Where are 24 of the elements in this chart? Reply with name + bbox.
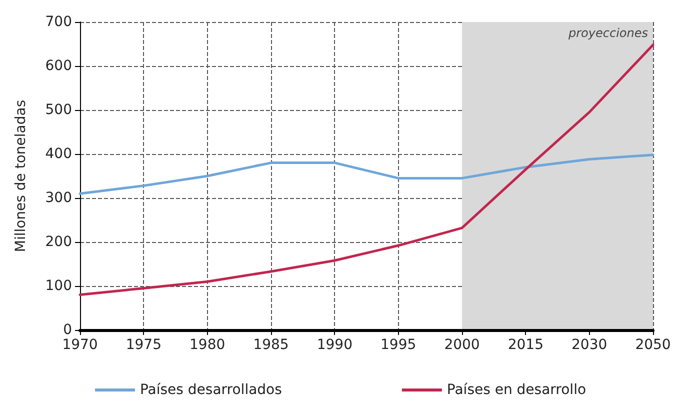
y-tick-label: 200 <box>45 234 72 250</box>
x-tick-label: 1980 <box>190 337 226 353</box>
x-tick-label: 2030 <box>572 337 608 353</box>
y-tick-label: 500 <box>45 102 72 118</box>
x-tick-label: 1975 <box>126 337 162 353</box>
line-series <box>78 44 654 296</box>
x-tick-label: 2015 <box>508 337 544 353</box>
x-tick-label: 2000 <box>444 337 480 353</box>
y-tick-label: 100 <box>45 278 72 294</box>
y-tick-label: 400 <box>45 146 72 162</box>
y-tick-label: 600 <box>45 58 72 74</box>
legend-label: Países desarrollados <box>140 382 282 398</box>
x-tick-label: 1985 <box>253 337 289 353</box>
legend-label: Países en desarrollo <box>446 382 586 398</box>
y-tick-label: 300 <box>45 190 72 206</box>
band-label: proyecciones <box>568 26 648 40</box>
y-tick-label: 0 <box>63 322 72 338</box>
y-tick-label: 700 <box>45 14 72 30</box>
x-tick-label: 1995 <box>380 337 416 353</box>
line-series <box>78 154 654 195</box>
x-tick-label: 2050 <box>635 337 671 353</box>
x-tick-label: 1970 <box>62 337 98 353</box>
y-axis-title: Millones de toneladas <box>13 100 29 252</box>
x-tick-label: 1990 <box>316 337 352 353</box>
